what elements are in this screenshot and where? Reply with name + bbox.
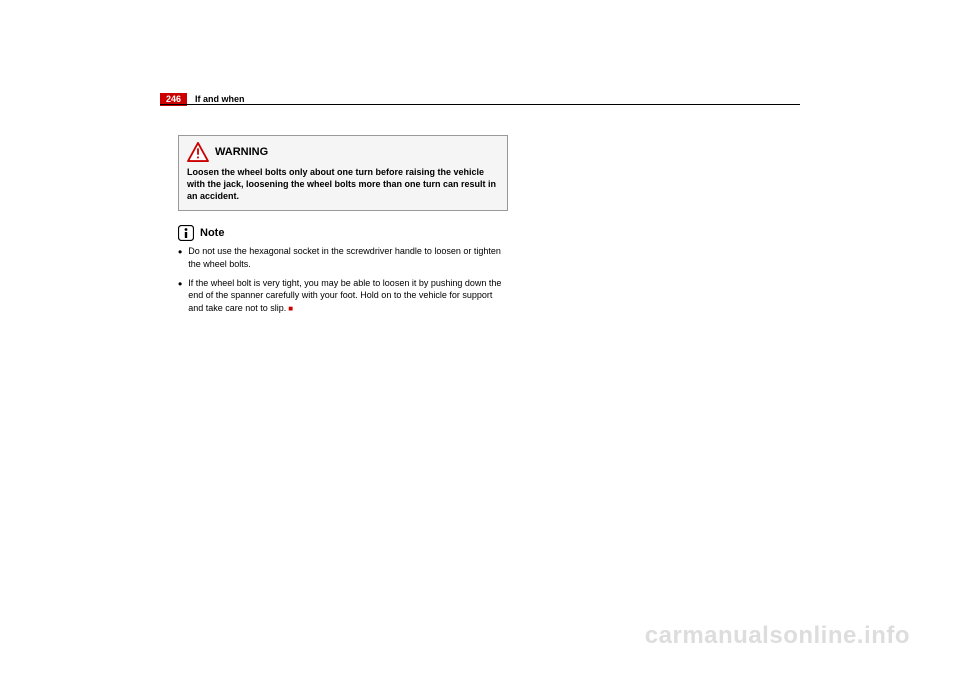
end-marker-icon: ■ (288, 304, 293, 313)
note-bullet-text: If the wheel bolt is very tight, you may… (188, 277, 508, 315)
warning-heading: WARNING (187, 142, 499, 162)
chapter-title: If and when (195, 94, 245, 104)
warning-text: Loosen the wheel bolts only about one tu… (187, 166, 499, 202)
note-bullet-inner: If the wheel bolt is very tight, you may… (188, 278, 501, 313)
note-heading: Note (178, 225, 508, 241)
note-bullet: • Do not use the hexagonal socket in the… (178, 245, 508, 270)
bullet-icon: • (178, 246, 182, 271)
bullet-icon: • (178, 278, 182, 316)
header-rule (160, 104, 800, 105)
page-header: 246 If and when (160, 90, 800, 108)
watermark: carmanualsonline.info (645, 622, 910, 650)
content-column: WARNING Loosen the wheel bolts only abou… (178, 135, 508, 320)
info-icon (178, 225, 194, 241)
warning-box: WARNING Loosen the wheel bolts only abou… (178, 135, 508, 211)
page: 246 If and when WARNING Loosen the wheel… (0, 0, 960, 678)
note-bullet: • If the wheel bolt is very tight, you m… (178, 277, 508, 315)
warning-triangle-icon (187, 142, 209, 162)
note-bullet-text: Do not use the hexagonal socket in the s… (188, 245, 508, 270)
warning-title: WARNING (215, 146, 268, 158)
note-title: Note (200, 227, 224, 239)
